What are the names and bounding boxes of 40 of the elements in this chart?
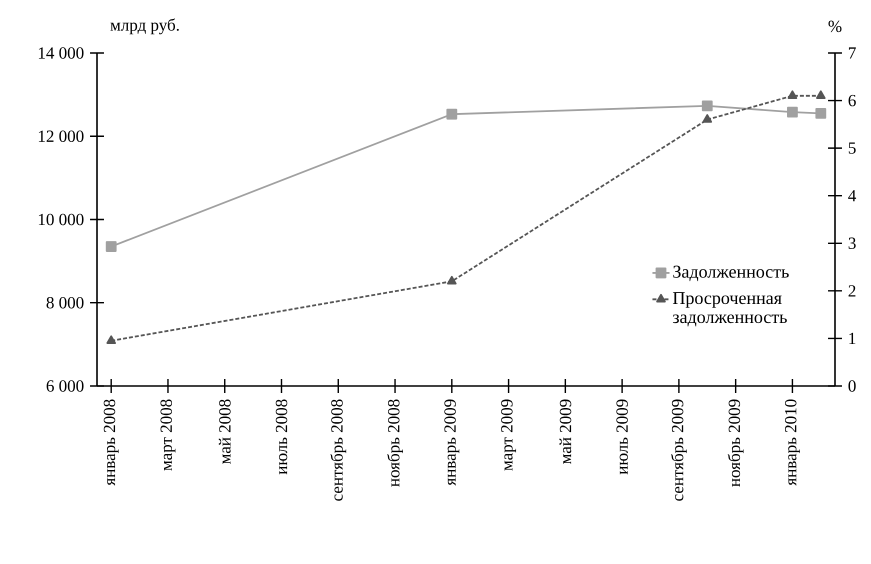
point	[788, 90, 798, 99]
legend-label: Просроченная задолженность	[672, 292, 787, 326]
x-tick-label: май 2009	[559, 400, 572, 464]
x-tick-label: март 2008	[160, 399, 176, 471]
x-tick-label: март 2009	[501, 400, 516, 471]
y2-tick-label: 6	[848, 94, 856, 106]
y-axis-title: млрд руб.	[110, 18, 179, 34]
x-tick-label: ноябрь 2008	[387, 400, 403, 487]
point	[447, 276, 457, 284]
point	[787, 106, 798, 118]
y2-axis-title: %	[828, 20, 842, 32]
x-tick-label: ноябрь 2009	[728, 400, 744, 487]
y-tick-label: 10 000	[38, 214, 84, 226]
y-tick-label: 12 000	[38, 130, 84, 142]
point	[816, 90, 826, 99]
point	[106, 335, 116, 344]
point	[446, 108, 458, 120]
y-tick-label: 8 000	[46, 297, 84, 308]
y2-tick-label: 4	[848, 190, 856, 202]
x-tick-label: сентябрь 2008	[330, 399, 346, 501]
point	[106, 241, 117, 252]
x-tick-label: январь 2010	[784, 400, 800, 486]
y2-tick-label: 5	[848, 142, 856, 154]
x-tick-label: июль 2009	[616, 400, 628, 474]
point	[702, 100, 713, 112]
y-tick-label: 6 000	[46, 380, 84, 392]
x-tick-label: январь 2008	[104, 400, 119, 486]
y2-tick-label: 2	[848, 285, 856, 296]
y2-tick-label: 0	[848, 380, 856, 392]
y2-tick-label: 1	[849, 332, 856, 344]
point	[815, 108, 826, 119]
x-tick-label: сентябрь 2009	[670, 400, 687, 501]
x-tick-label: январь 2009	[444, 400, 460, 486]
y2-tick-label: 3	[848, 238, 856, 249]
legend-label: Задолженность	[673, 266, 789, 282]
x-tick-label: июль 2008	[276, 400, 288, 474]
x-tick-label: май 2008	[218, 399, 231, 464]
y-tick-label: 14 000	[38, 47, 84, 59]
point	[702, 114, 712, 123]
y2-tick-label: 7	[848, 47, 856, 59]
